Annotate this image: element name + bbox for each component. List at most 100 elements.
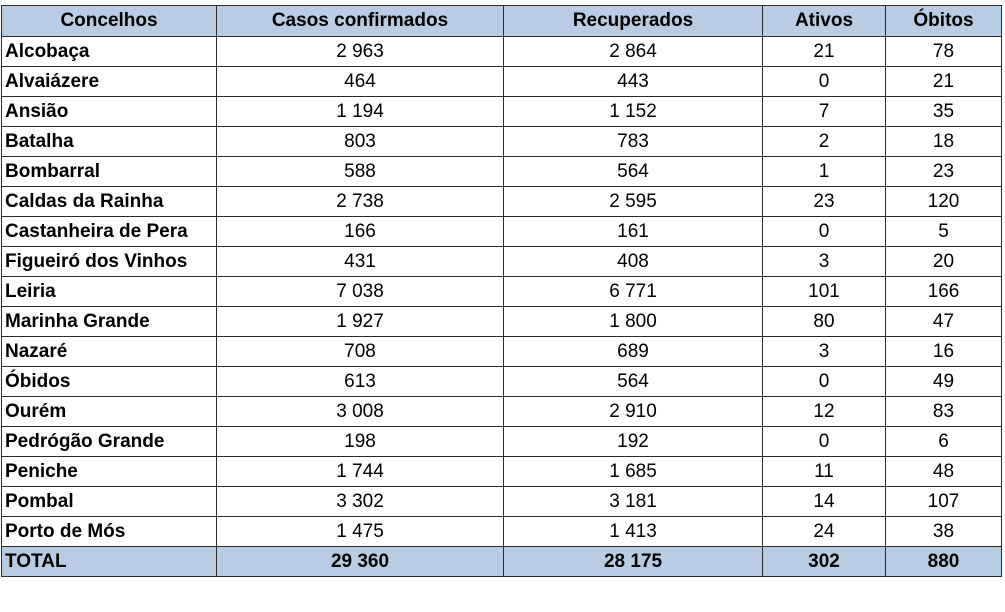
concelho-cell: Nazaré — [1, 336, 217, 367]
concelho-cell: Pombal — [1, 486, 217, 517]
casos-confirmados-cell: 431 — [216, 246, 504, 277]
recuperados-cell: 1 800 — [503, 306, 763, 337]
table-row: Nazaré 708 689 3 16 — [1, 336, 1002, 367]
concelho-cell: Alvaiázere — [1, 66, 217, 97]
header-ativos: Ativos — [762, 5, 886, 37]
concelho-cell: Óbidos — [1, 366, 217, 397]
ativos-cell: 14 — [762, 486, 886, 517]
ativos-cell: 2 — [762, 126, 886, 157]
ativos-cell: 1 — [762, 156, 886, 187]
table-row: Ansião 1 194 1 152 7 35 — [1, 96, 1002, 127]
casos-confirmados-cell: 166 — [216, 216, 504, 247]
concelho-cell: Porto de Mós — [1, 516, 217, 547]
recuperados-cell: 192 — [503, 426, 763, 457]
recuperados-cell: 443 — [503, 66, 763, 97]
total-casos-confirmados: 29 360 — [216, 546, 504, 577]
obitos-cell: 78 — [885, 36, 1002, 67]
concelho-cell: Peniche — [1, 456, 217, 487]
recuperados-cell: 1 413 — [503, 516, 763, 547]
recuperados-cell: 3 181 — [503, 486, 763, 517]
casos-confirmados-cell: 708 — [216, 336, 504, 367]
casos-confirmados-cell: 2 738 — [216, 186, 504, 217]
ativos-cell: 0 — [762, 216, 886, 247]
obitos-cell: 47 — [885, 306, 1002, 337]
ativos-cell: 23 — [762, 186, 886, 217]
obitos-cell: 166 — [885, 276, 1002, 307]
concelho-cell: Batalha — [1, 126, 217, 157]
recuperados-cell: 564 — [503, 156, 763, 187]
table-row: Caldas da Rainha 2 738 2 595 23 120 — [1, 186, 1002, 217]
casos-confirmados-cell: 7 038 — [216, 276, 504, 307]
casos-confirmados-cell: 464 — [216, 66, 504, 97]
casos-confirmados-cell: 1 475 — [216, 516, 504, 547]
recuperados-cell: 6 771 — [503, 276, 763, 307]
total-row: TOTAL 29 360 28 175 302 880 — [1, 546, 1002, 577]
table-row: Pedrógão Grande 198 192 0 6 — [1, 426, 1002, 457]
obitos-cell: 20 — [885, 246, 1002, 277]
concelho-cell: Marinha Grande — [1, 306, 217, 337]
header-concelhos: Concelhos — [1, 5, 217, 37]
recuperados-cell: 783 — [503, 126, 763, 157]
concelho-cell: Caldas da Rainha — [1, 186, 217, 217]
recuperados-cell: 1 152 — [503, 96, 763, 127]
obitos-cell: 49 — [885, 366, 1002, 397]
casos-confirmados-cell: 613 — [216, 366, 504, 397]
recuperados-cell: 161 — [503, 216, 763, 247]
concelho-cell: Alcobaça — [1, 36, 217, 67]
header-row: Concelhos Casos confirmados Recuperados … — [1, 5, 1002, 37]
ativos-cell: 3 — [762, 336, 886, 367]
ativos-cell: 21 — [762, 36, 886, 67]
obitos-cell: 48 — [885, 456, 1002, 487]
table-row: Marinha Grande 1 927 1 800 80 47 — [1, 306, 1002, 337]
obitos-cell: 107 — [885, 486, 1002, 517]
covid-concelhos-table: Concelhos Casos confirmados Recuperados … — [1, 5, 1002, 577]
obitos-cell: 120 — [885, 186, 1002, 217]
casos-confirmados-cell: 588 — [216, 156, 504, 187]
table-row: Leiria 7 038 6 771 101 166 — [1, 276, 1002, 307]
recuperados-cell: 2 910 — [503, 396, 763, 427]
recuperados-cell: 2 864 — [503, 36, 763, 67]
ativos-cell: 7 — [762, 96, 886, 127]
concelho-cell: Pedrógão Grande — [1, 426, 217, 457]
casos-confirmados-cell: 2 963 — [216, 36, 504, 67]
recuperados-cell: 689 — [503, 336, 763, 367]
obitos-cell: 35 — [885, 96, 1002, 127]
table-row: Óbidos 613 564 0 49 — [1, 366, 1002, 397]
ativos-cell: 0 — [762, 366, 886, 397]
obitos-cell: 18 — [885, 126, 1002, 157]
obitos-cell: 83 — [885, 396, 1002, 427]
total-label: TOTAL — [1, 546, 217, 577]
total-ativos: 302 — [762, 546, 886, 577]
concelho-cell: Figueiró dos Vinhos — [1, 246, 217, 277]
table-row: Castanheira de Pera 166 161 0 5 — [1, 216, 1002, 247]
table-row: Peniche 1 744 1 685 11 48 — [1, 456, 1002, 487]
casos-confirmados-cell: 1 744 — [216, 456, 504, 487]
recuperados-cell: 1 685 — [503, 456, 763, 487]
header-obitos: Óbitos — [885, 5, 1002, 37]
concelho-cell: Leiria — [1, 276, 217, 307]
obitos-cell: 6 — [885, 426, 1002, 457]
table-footer: TOTAL 29 360 28 175 302 880 — [1, 546, 1002, 577]
ativos-cell: 24 — [762, 516, 886, 547]
table-row: Bombarral 588 564 1 23 — [1, 156, 1002, 187]
casos-confirmados-cell: 1 194 — [216, 96, 504, 127]
table-row: Ourém 3 008 2 910 12 83 — [1, 396, 1002, 427]
ativos-cell: 80 — [762, 306, 886, 337]
header-casos-confirmados: Casos confirmados — [216, 5, 504, 37]
recuperados-cell: 2 595 — [503, 186, 763, 217]
table-row: Batalha 803 783 2 18 — [1, 126, 1002, 157]
ativos-cell: 101 — [762, 276, 886, 307]
obitos-cell: 5 — [885, 216, 1002, 247]
table-row: Figueiró dos Vinhos 431 408 3 20 — [1, 246, 1002, 277]
header-recuperados: Recuperados — [503, 5, 763, 37]
concelho-cell: Bombarral — [1, 156, 217, 187]
table-row: Alcobaça 2 963 2 864 21 78 — [1, 36, 1002, 67]
table-row: Porto de Mós 1 475 1 413 24 38 — [1, 516, 1002, 547]
table-header: Concelhos Casos confirmados Recuperados … — [1, 5, 1002, 37]
casos-confirmados-cell: 198 — [216, 426, 504, 457]
casos-confirmados-cell: 3 008 — [216, 396, 504, 427]
casos-confirmados-cell: 803 — [216, 126, 504, 157]
casos-confirmados-cell: 1 927 — [216, 306, 504, 337]
recuperados-cell: 564 — [503, 366, 763, 397]
ativos-cell: 3 — [762, 246, 886, 277]
